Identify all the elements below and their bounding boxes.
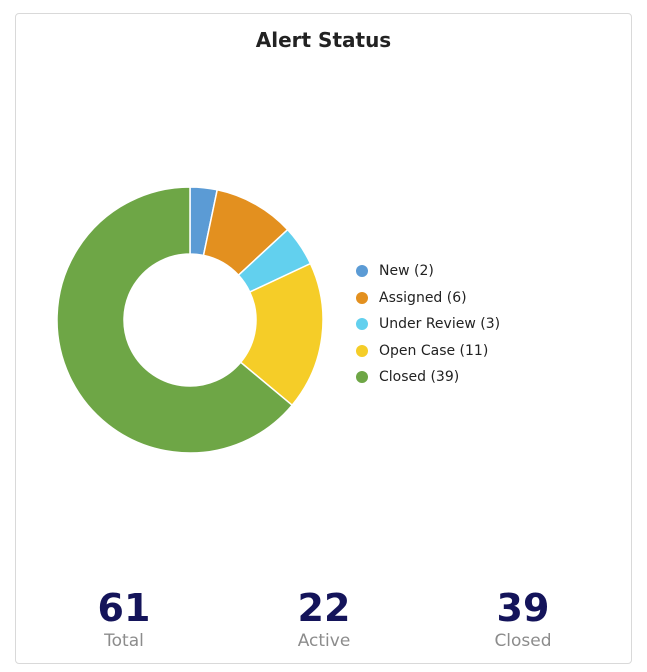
stat-active: 22 Active bbox=[249, 586, 399, 652]
legend-swatch-icon bbox=[356, 265, 368, 278]
legend-label: Open Case (11) bbox=[379, 342, 489, 359]
legend-swatch-icon bbox=[356, 318, 368, 331]
stat-active-value: 22 bbox=[297, 586, 351, 630]
legend-item-new[interactable]: New (2) bbox=[356, 258, 500, 285]
donut-chart bbox=[56, 186, 324, 454]
legend-label: Under Review (3) bbox=[379, 316, 501, 333]
legend-swatch-icon bbox=[356, 344, 368, 357]
legend-label: Assigned (6) bbox=[379, 289, 467, 306]
stat-active-label: Active bbox=[297, 631, 351, 651]
summary-stats: 61 Total 22 Active 39 Closed bbox=[16, 586, 631, 656]
alert-status-card: Alert Status New (2) Assigned (6) Under … bbox=[15, 13, 632, 664]
legend-swatch-icon bbox=[356, 291, 368, 304]
legend-item-closed[interactable]: Closed (39) bbox=[356, 364, 500, 391]
card-title: Alert Status bbox=[255, 28, 392, 52]
legend-label: New (2) bbox=[379, 263, 434, 280]
legend-item-open-case[interactable]: Open Case (11) bbox=[356, 338, 500, 365]
stat-closed: 39 Closed bbox=[448, 586, 598, 652]
stat-total-value: 61 bbox=[97, 586, 151, 630]
stat-closed-value: 39 bbox=[496, 586, 550, 630]
stat-closed-label: Closed bbox=[494, 631, 552, 651]
legend-item-under-review[interactable]: Under Review (3) bbox=[356, 311, 500, 338]
stat-total: 61 Total bbox=[49, 586, 199, 652]
donut-slice-closed[interactable] bbox=[56, 186, 294, 454]
chart-legend: New (2) Assigned (6) Under Review (3) Op… bbox=[356, 258, 500, 391]
legend-label: Closed (39) bbox=[379, 369, 460, 386]
stat-total-label: Total bbox=[104, 631, 144, 651]
legend-swatch-icon bbox=[356, 371, 368, 384]
legend-item-assigned[interactable]: Assigned (6) bbox=[356, 285, 500, 312]
